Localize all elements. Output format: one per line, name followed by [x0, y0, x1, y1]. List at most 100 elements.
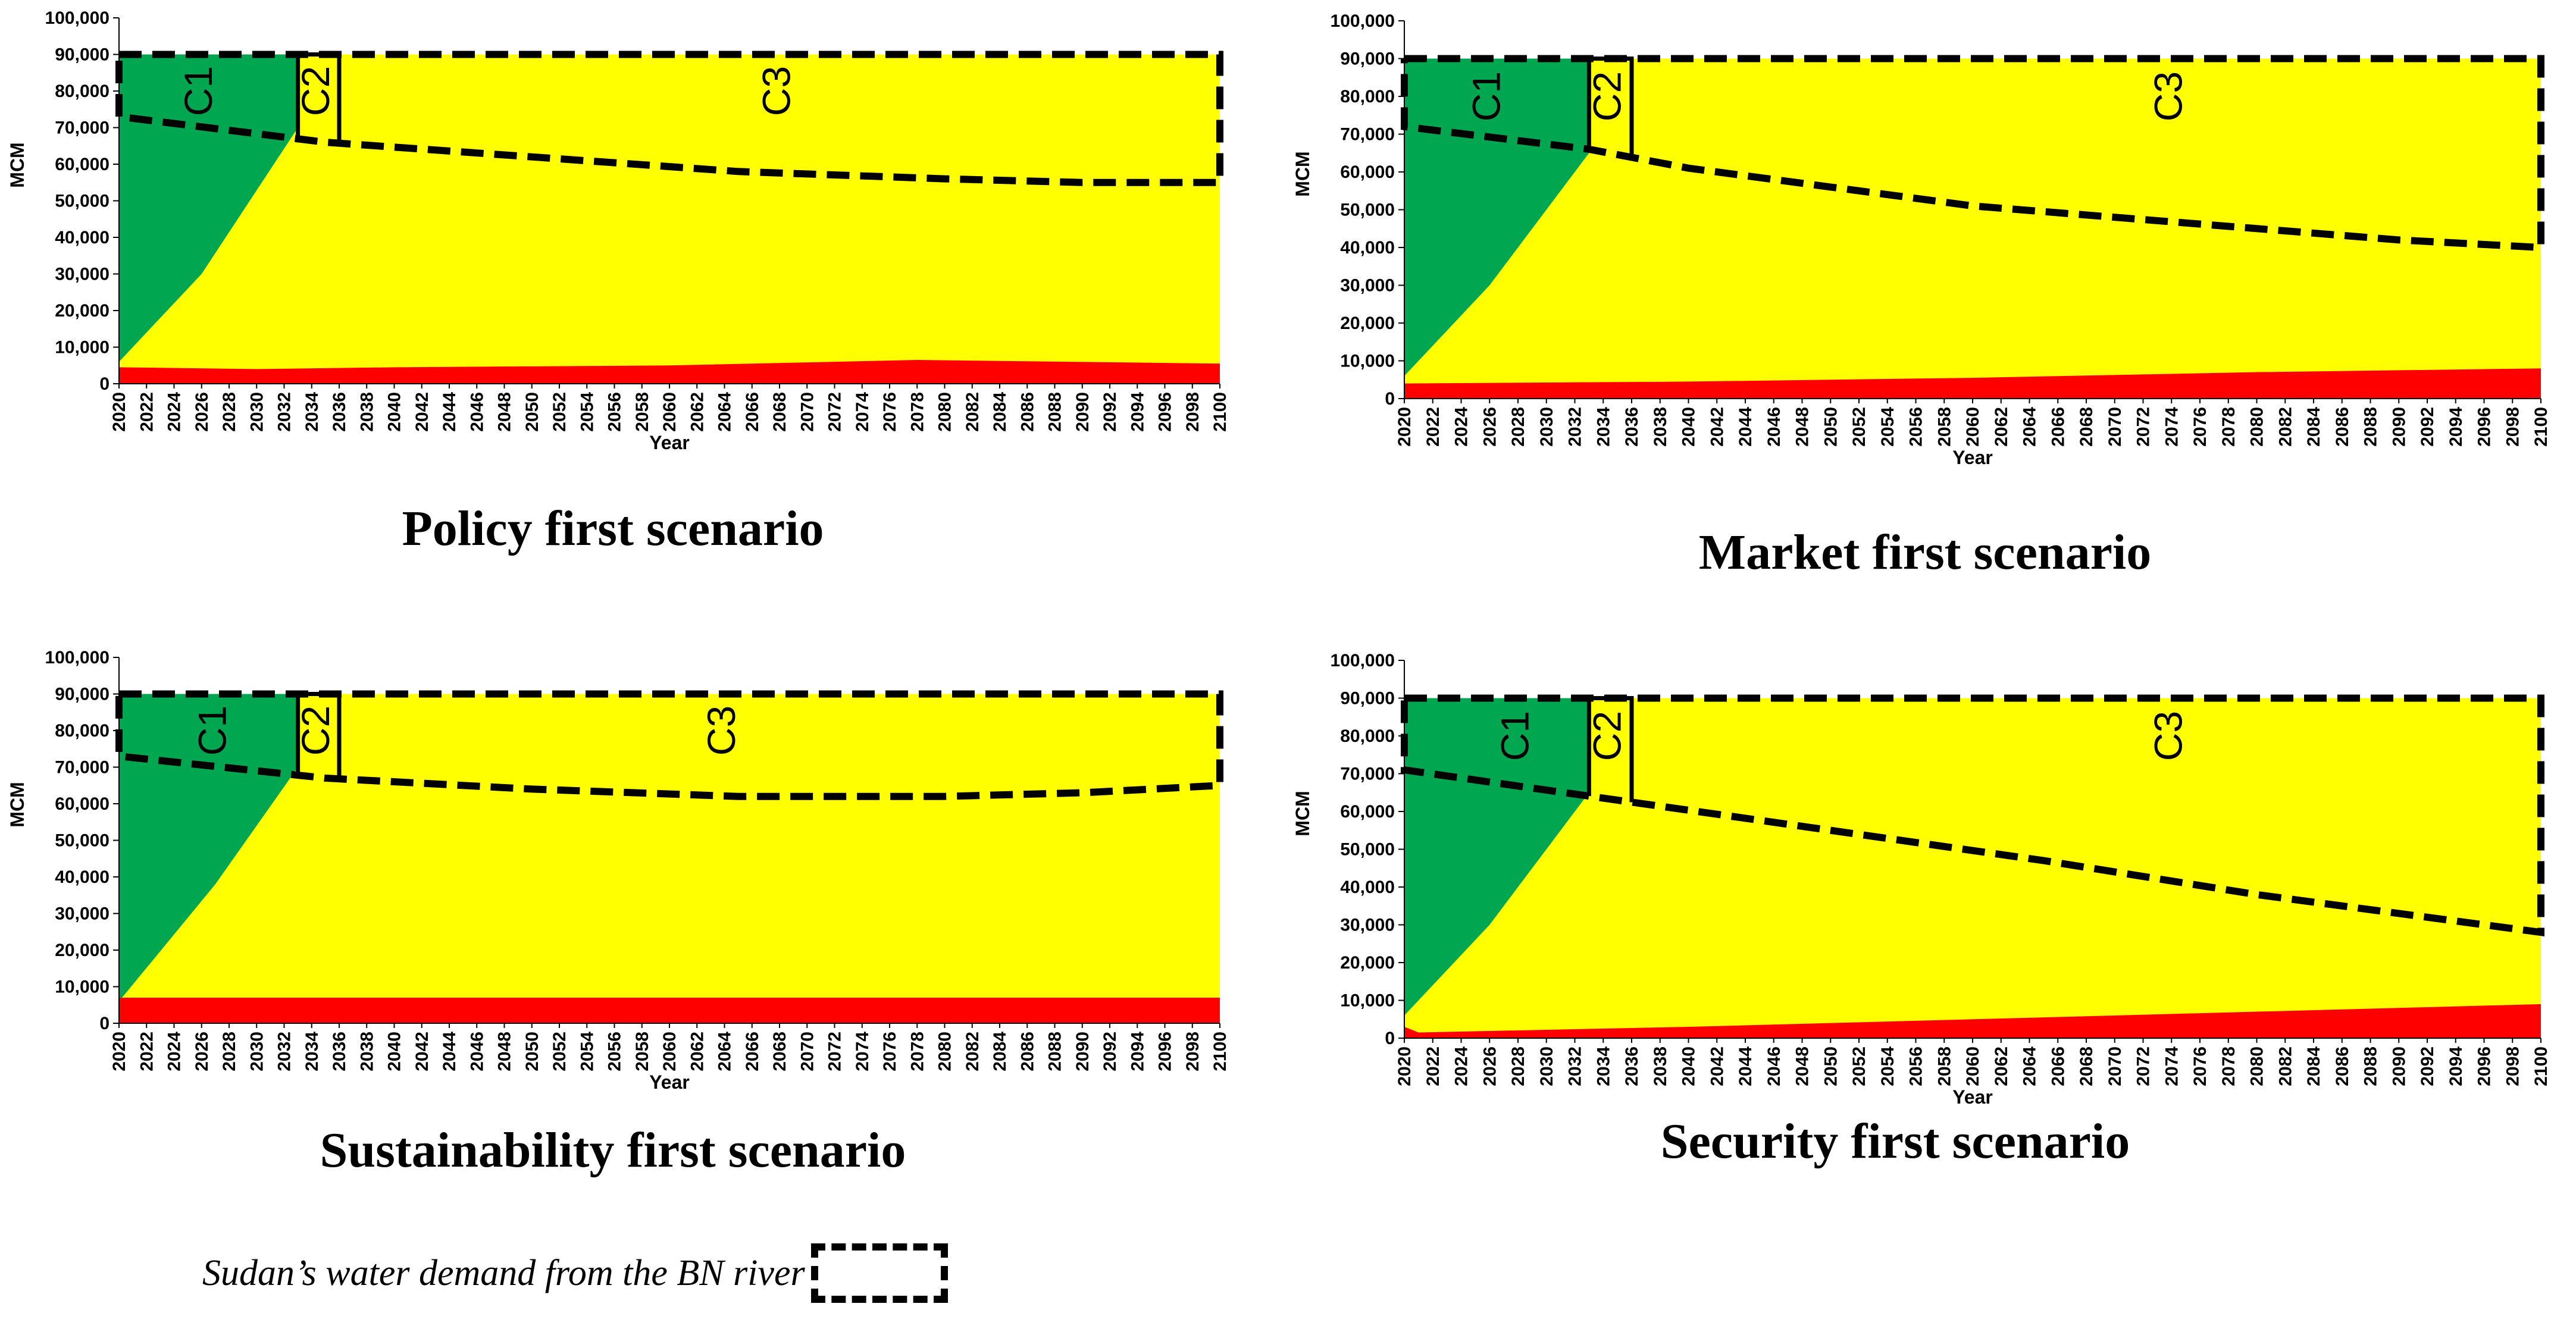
x-tick-label: 2038 — [1651, 407, 1670, 447]
x-tick-label: 2072 — [2134, 1046, 2154, 1086]
demand-dashed-region — [1401, 55, 2544, 252]
legend-label: Sudan’s water demand from the BN river — [202, 1252, 805, 1293]
x-tick-label: 2032 — [1566, 407, 1585, 447]
y-tick-label: 40,000 — [1340, 238, 1395, 258]
x-tick-label: 2100 — [2531, 1046, 2551, 1086]
x-tick-label: 2058 — [1935, 1046, 1954, 1086]
x-tick-label: 2022 — [1423, 1046, 1443, 1086]
x-tick-label: 2032 — [275, 1032, 295, 1071]
x-tick-label: 2024 — [165, 392, 184, 432]
x-tick-label: 2032 — [1566, 1046, 1585, 1086]
y-tick-label: 100,000 — [45, 8, 109, 28]
y-tick-label: 90,000 — [55, 45, 109, 65]
x-tick-label: 2040 — [385, 1032, 405, 1071]
x-tick-label: 2034 — [1594, 407, 1613, 447]
zone-label-c1: C1 — [1464, 71, 1508, 121]
x-tick-label: 2092 — [1100, 392, 1120, 432]
x-tick-label: 2088 — [1046, 392, 1065, 432]
y-tick-label: 70,000 — [55, 118, 109, 138]
x-tick-label: 2096 — [2475, 407, 2494, 447]
x-tick-label: 2028 — [1508, 407, 1528, 447]
y-axis-label: MCM — [7, 142, 28, 187]
x-tick-label: 2076 — [880, 392, 900, 432]
c2-zone-outline — [1586, 57, 1634, 158]
y-tick-label: 30,000 — [1340, 276, 1395, 296]
x-tick-label: 2056 — [1907, 1046, 1926, 1086]
y-tick-label: 20,000 — [1340, 953, 1395, 973]
y-tick-label: 60,000 — [1340, 162, 1395, 182]
x-tick-label: 2022 — [137, 392, 156, 432]
chart-svg: 0 10,000 20,000 30,000 40,000 50,000 60,000 70,… — [7, 648, 1230, 1093]
x-tick-label: 2074 — [2162, 1046, 2181, 1086]
x-tick-label: 2062 — [1992, 407, 2011, 447]
x-tick-label: 2088 — [1046, 1032, 1065, 1071]
x-tick-label: 2056 — [605, 1032, 625, 1071]
y-tick-label: 80,000 — [1340, 87, 1395, 106]
x-tick-label: 2060 — [1963, 407, 1983, 447]
demand-dashed-region — [1401, 694, 2544, 937]
x-tick-label: 2092 — [1100, 1032, 1120, 1071]
x-tick-label: 2054 — [1878, 407, 1898, 447]
y-tick-label: 50,000 — [1340, 200, 1395, 220]
y-tick-label: 80,000 — [55, 82, 109, 101]
x-tick-label: 2088 — [2361, 1046, 2381, 1086]
legend-dashed-box-icon — [810, 1243, 948, 1303]
x-tick-label: 2082 — [2275, 407, 2295, 447]
x-tick-label: 2096 — [1156, 1032, 1175, 1071]
x-tick-label: 2044 — [440, 392, 459, 432]
series-red-area — [119, 360, 1220, 384]
y-tick-label: 100,000 — [1331, 651, 1395, 670]
x-tick-label: 2046 — [467, 1032, 487, 1071]
x-tick-label: 2042 — [1707, 407, 1727, 447]
series-green-area — [1404, 58, 1589, 376]
x-tick-label: 2038 — [357, 1032, 377, 1071]
x-tick-label: 2080 — [935, 1032, 955, 1071]
x-tick-label: 2090 — [2389, 407, 2409, 447]
zone-label-c3: C3 — [754, 66, 798, 116]
x-tick-label: 2042 — [1707, 1046, 1727, 1086]
demand-dashed-region — [115, 690, 1223, 800]
x-axis-label: Year — [1952, 447, 1993, 468]
x-tick-label: 2052 — [1849, 1046, 1869, 1086]
x-tick-label: 2050 — [1821, 407, 1841, 447]
x-tick-label: 2082 — [963, 392, 982, 432]
x-tick-label: 2066 — [743, 392, 762, 432]
x-tick-label: 2020 — [109, 1032, 129, 1071]
x-tick-label: 2076 — [2190, 407, 2210, 447]
x-tick-label: 2070 — [2105, 1046, 2125, 1086]
y-tick-label: 20,000 — [55, 301, 109, 321]
y-tick-label: 40,000 — [1340, 878, 1395, 897]
series-yellow-area — [1404, 58, 2541, 384]
x-tick-label: 2090 — [1073, 392, 1093, 432]
chart-security-first: 0 10,000 20,000 30,000 40,000 50,000 60,000 70,… — [1291, 648, 2553, 1112]
x-tick-label: 2048 — [495, 392, 515, 432]
y-tick-label: 90,000 — [1340, 49, 1395, 69]
x-tick-label: 2092 — [2418, 407, 2437, 447]
x-tick-label: 2050 — [522, 392, 542, 432]
x-tick-label: 2044 — [440, 1032, 459, 1071]
zone-label-c1: C1 — [1492, 711, 1536, 761]
x-tick-label: 2034 — [302, 392, 322, 432]
x-tick-label: 2042 — [412, 392, 432, 432]
x-tick-label: 2060 — [660, 392, 680, 432]
x-tick-label: 2060 — [660, 1032, 680, 1071]
y-tick-label: 50,000 — [1340, 840, 1395, 860]
x-tick-label: 2072 — [825, 392, 845, 432]
x-tick-label: 2078 — [2219, 407, 2239, 447]
x-tick-label: 2080 — [935, 392, 955, 432]
x-tick-label: 2074 — [853, 1032, 872, 1071]
y-tick-label: 40,000 — [55, 867, 109, 887]
x-tick-label: 2078 — [2219, 1046, 2239, 1086]
y-tick-label: 60,000 — [1340, 802, 1395, 822]
x-tick-label: 2052 — [550, 392, 569, 432]
x-tick-label: 2022 — [137, 1032, 156, 1071]
caption-sustainability-first: Sustainability first scenario — [320, 1123, 906, 1178]
zone-label-c3: C3 — [2146, 71, 2190, 121]
x-tick-label: 2098 — [1183, 392, 1203, 432]
x-tick-label: 2020 — [109, 392, 129, 432]
series-yellow-area — [1404, 698, 2541, 1033]
y-tick-label: 10,000 — [55, 977, 109, 997]
x-tick-label: 2026 — [1480, 407, 1500, 447]
x-tick-label: 2036 — [330, 392, 349, 432]
y-tick-label: 60,000 — [55, 155, 109, 174]
